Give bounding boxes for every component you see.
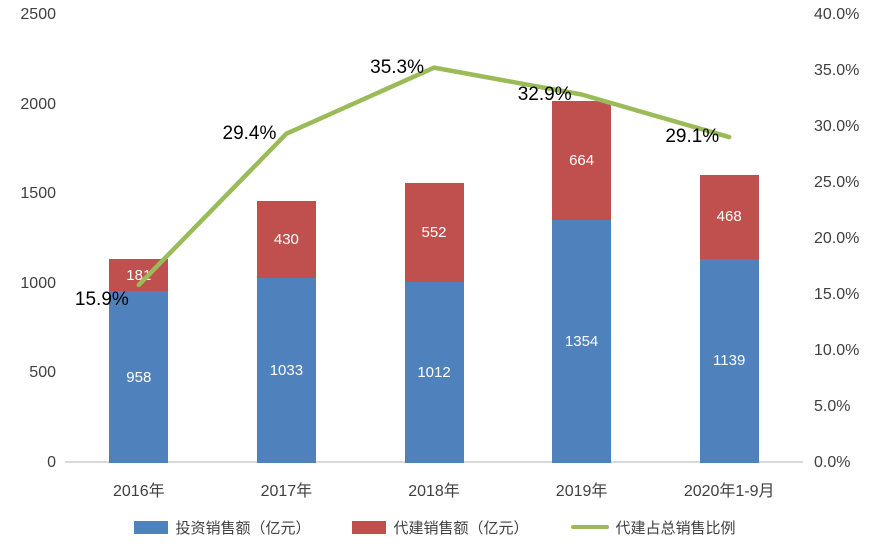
bar-value-label: 468 [716,208,742,226]
line-point-label: 32.9% [517,83,572,105]
line-point-label: 35.3% [370,56,424,78]
bar-value-label: 1139 [713,352,746,370]
bar-segment-agency-construction-sales: 664 [552,101,612,221]
right-axis-tick-label: 35.0% [814,62,860,79]
legend-label: 代建占总销售比例 [615,519,736,537]
legend-item-agency-sales: 代建销售额（亿元） [352,517,529,538]
left-axis-tick-label: 1500 [20,185,56,203]
left-axis-tick-label: 0 [47,454,56,471]
bar-value-label: 1033 [269,361,304,379]
bar-value-label: 1354 [564,333,599,351]
left-axis-tick-label: 500 [29,364,56,382]
line-point-label: 29.1% [665,126,720,148]
bar-segment-agency-construction-sales: 468 [699,175,759,259]
right-axis-tick-label: 15.0% [814,286,860,303]
bar-value-label: 552 [421,223,447,241]
left-axis-tick-label: 2500 [20,6,56,23]
bar-segment-agency-construction-sales: 552 [404,182,464,282]
legend-line-marker [570,525,609,529]
legend: 投资销售额（亿元） 代建销售额（亿元） 代建占总销售比例 [0,515,870,539]
bar-value-label: 430 [273,230,299,248]
plot-area: 958 181 1033 430 1012 552 1354 664 1139 468 15.9% 2… [65,15,803,463]
right-axis-tick-label: 5.0% [814,398,851,415]
bar-segment-investment-sales: 958 [109,291,169,463]
ratio-line-layer [136,65,732,288]
left-axis-tick-label: 1000 [20,274,56,292]
legend-color-swatch [134,520,169,534]
bar-segment-agency-construction-sales: 430 [256,200,316,278]
line-point-label: 15.9% [74,288,129,310]
bar-value-label: 958 [126,368,152,386]
bar-segment-investment-sales: 1033 [256,277,316,463]
bar-value-label: 664 [569,152,595,170]
right-axis-tick-label: 30.0% [814,118,860,135]
x-axis-category-label: 2019年 [555,483,608,500]
right-axis-tick-label: 0.0% [814,454,851,471]
x-axis-category-label: 2020年1-9月 [683,483,775,500]
legend-label: 投资销售额（亿元） [175,519,311,537]
x-axis-category-label: 2016年 [112,483,165,500]
x-axis-category-label: 2017年 [260,483,313,500]
ratio-line [136,65,732,288]
legend-item-investment-sales: 投资销售额（亿元） [134,517,310,538]
bar-segment-investment-sales: 1012 [404,281,464,463]
legend-color-swatch [352,520,387,534]
right-axis-tick-label: 10.0% [814,342,860,359]
right-axis-tick-label: 25.0% [814,174,860,191]
line-point-label: 29.4% [222,122,277,144]
bar-segment-investment-sales: 1139 [699,258,759,463]
legend-label: 代建销售额（亿元） [393,519,529,537]
bar-value-label: 1012 [417,363,451,381]
legend-item-agency-ratio: 代建占总销售比例 [570,517,736,538]
x-axis-category-label: 2018年 [408,483,460,500]
right-axis-tick-label: 40.0% [814,6,860,23]
right-axis-tick-label: 20.0% [814,230,860,247]
left-axis-tick-label: 2000 [20,95,56,113]
bar-segment-investment-sales: 1354 [552,220,612,463]
